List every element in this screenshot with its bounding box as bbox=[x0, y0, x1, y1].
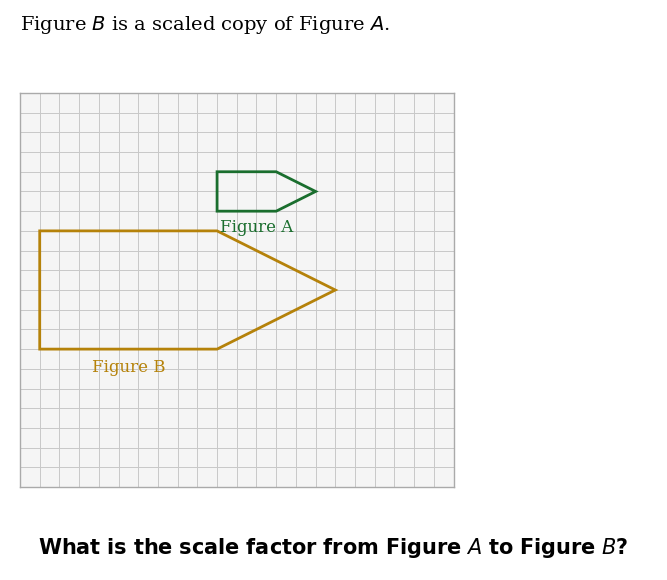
Text: $\bf{What\ is\ the\ scale\ factor\ from\ Figure}$ $\mathit{A}$ $\bf{to\ Figure}$: $\bf{What\ is\ the\ scale\ factor\ from\… bbox=[38, 536, 629, 560]
Text: Figure B: Figure B bbox=[91, 359, 165, 376]
Text: Figure $\mathit{B}$ is a scaled copy of Figure $\mathit{A}$.: Figure $\mathit{B}$ is a scaled copy of … bbox=[20, 14, 390, 37]
Text: Figure A: Figure A bbox=[220, 219, 293, 236]
